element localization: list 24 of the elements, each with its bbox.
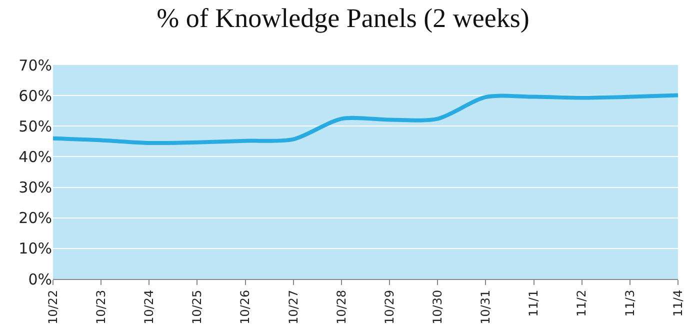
x-tick-label: 10/28 xyxy=(334,290,348,324)
x-tick-label: 10/24 xyxy=(142,290,156,324)
x-tick-label: 10/31 xyxy=(478,290,493,324)
y-tick-label: 10% xyxy=(18,240,52,258)
y-tick-label: 20% xyxy=(18,209,52,228)
x-tick-label: 10/30 xyxy=(430,290,445,324)
y-tick-label: 40% xyxy=(18,148,52,166)
y-tick-label: 70% xyxy=(18,56,52,74)
y-tick-label: 0% xyxy=(28,270,52,288)
x-tick-label: 10/26 xyxy=(238,290,252,324)
y-tick-label: 60% xyxy=(18,86,52,105)
x-tick-label: 10/25 xyxy=(190,290,204,324)
x-tick-label: 10/27 xyxy=(286,290,300,324)
x-tick-label: 11/3 xyxy=(622,290,637,317)
chart-title: % of Knowledge Panels (2 weeks) xyxy=(156,3,530,34)
x-tick-label: 11/1 xyxy=(526,290,541,317)
y-tick-label: 50% xyxy=(18,117,52,136)
y-tick-label: 30% xyxy=(18,178,52,197)
line-series xyxy=(53,93,678,146)
x-tick-label: 10/29 xyxy=(382,290,396,324)
x-tick-label: 11/2 xyxy=(574,290,589,317)
x-tick-label: 10/23 xyxy=(94,290,108,324)
x-tick-label: 11/4 xyxy=(670,290,685,317)
x-tick-label: 10/22 xyxy=(46,290,60,324)
